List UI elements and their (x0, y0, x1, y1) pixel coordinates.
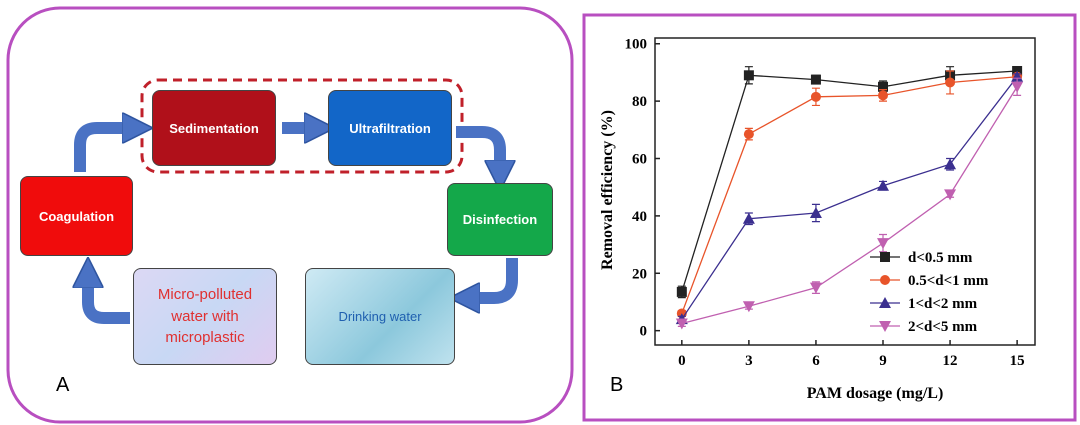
legend-label: 2<d<5 mm (908, 319, 978, 335)
legend-label: 1<d<2 mm (908, 296, 978, 312)
marker (744, 129, 754, 139)
marker (877, 180, 889, 191)
y-tick-label: 80 (632, 94, 647, 110)
x-tick-label: 15 (1010, 353, 1025, 369)
marker (877, 238, 889, 249)
legend-marker (880, 252, 890, 262)
y-tick-label: 60 (632, 152, 647, 168)
marker (744, 70, 754, 80)
marker (811, 75, 821, 85)
marker (878, 90, 888, 100)
x-tick-label: 9 (879, 353, 887, 369)
marker (944, 158, 956, 169)
marker (677, 287, 687, 297)
marker (944, 189, 956, 200)
y-tick-label: 100 (625, 37, 648, 53)
marker (945, 77, 955, 87)
x-axis-label: PAM dosage (mg/L) (807, 385, 944, 402)
y-tick-label: 0 (640, 324, 648, 340)
marker (811, 92, 821, 102)
y-tick-label: 40 (632, 209, 647, 225)
y-axis-label: Removal efficiency (%) (599, 110, 616, 270)
legend-marker (880, 275, 890, 285)
x-tick-label: 12 (943, 353, 958, 369)
marker (1011, 82, 1023, 93)
plot-frame (655, 38, 1035, 345)
x-tick-label: 6 (812, 353, 820, 369)
legend-label: d<0.5 mm (908, 250, 973, 266)
figure: Coagulation Sedimentation Ultrafiltratio… (0, 0, 1080, 425)
chart: PAM dosage (mg/L) Removal efficiency (%)… (0, 0, 1080, 425)
x-tick-label: 0 (678, 353, 686, 369)
legend-label: 0.5<d<1 mm (908, 273, 989, 289)
marker (810, 207, 822, 218)
x-tick-label: 3 (745, 353, 753, 369)
y-tick-label: 20 (632, 266, 647, 282)
